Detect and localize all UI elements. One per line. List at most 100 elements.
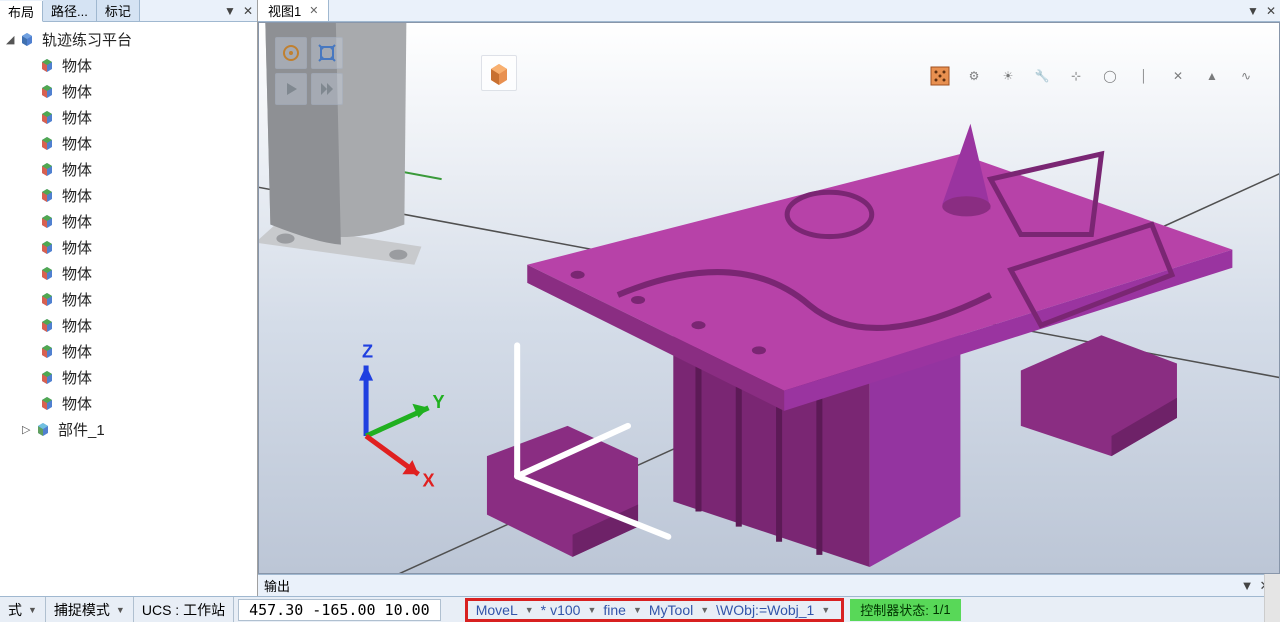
status-ucs[interactable]: UCS : 工作站 (134, 597, 234, 622)
tool-snap-grid-icon[interactable] (927, 63, 953, 89)
body-icon (38, 186, 56, 204)
tool-up-icon[interactable]: ▲ (1199, 63, 1225, 89)
tree-item-label: 物体 (62, 133, 92, 154)
tree-item-label: 物体 (62, 315, 92, 336)
tool-expand-icon[interactable] (311, 37, 343, 69)
sidebar: 布局 路径... 标记 ▼ ✕ ◢ 轨迹练习平台 物体物体物体物体物体物体物体物… (0, 0, 258, 596)
tree-item[interactable]: 物体 (0, 234, 257, 260)
body-icon (38, 134, 56, 152)
expander-icon[interactable]: ▷ (22, 423, 34, 436)
tool-circle-icon[interactable]: ◯ (1097, 63, 1123, 89)
move-cmd[interactable]: MoveL (476, 602, 518, 618)
tool-wrench-icon[interactable]: 🔧 (1029, 63, 1055, 89)
status-coords: 457.30 -165.00 10.00 (238, 599, 441, 621)
tab-dropdown-icon[interactable]: ▼ (221, 0, 239, 21)
tree-item[interactable]: 物体 (0, 78, 257, 104)
tree-item-label: 物体 (62, 367, 92, 388)
tree-item[interactable]: 物体 (0, 208, 257, 234)
tool-target-icon[interactable] (275, 37, 307, 69)
scene-svg: Z Y X (259, 23, 1279, 573)
tool-forward-icon[interactable] (311, 73, 343, 105)
tree-item-label: 物体 (62, 159, 92, 180)
right-panel: 视图1 ✕ ▼ ✕ (258, 0, 1280, 596)
body-icon (38, 160, 56, 178)
view-tabbar: 视图1 ✕ ▼ ✕ (258, 0, 1280, 22)
output-bar: 输出 ▼ ✕ (258, 574, 1280, 596)
tree-item-label: 物体 (62, 107, 92, 128)
tool-cross-icon[interactable]: ✕ (1165, 63, 1191, 89)
tool-gear-icon[interactable]: ⚙ (961, 63, 987, 89)
viewport-3d[interactable]: ⚙ ☀ 🔧 ⊹ ◯ │ ✕ ▲ ∿ (258, 22, 1280, 574)
view-close-icon[interactable]: ✕ (1262, 0, 1280, 21)
tab-layout[interactable]: 布局 (0, 1, 43, 22)
tool-node-icon[interactable]: ⊹ (1063, 63, 1089, 89)
fixture (487, 124, 1232, 567)
viewport-toolbar-center (481, 55, 517, 91)
body-icon (38, 56, 56, 74)
svg-text:Y: Y (433, 392, 445, 412)
tree-component-label: 部件_1 (58, 419, 105, 440)
tree-item-label: 物体 (62, 81, 92, 102)
tree-item[interactable]: 物体 (0, 260, 257, 286)
tool-line-icon[interactable]: │ (1131, 63, 1157, 89)
move-wobj[interactable]: \WObj:=Wobj_1 (716, 602, 814, 618)
tab-markers[interactable]: 标记 (97, 0, 140, 21)
tree-item[interactable]: 物体 (0, 390, 257, 416)
move-speed[interactable]: v100 (550, 602, 580, 618)
controller-status: 控制器状态: 1/1 (850, 599, 960, 621)
status-mode[interactable]: 式▼ (0, 597, 46, 622)
status-capture-mode[interactable]: 捕捉模式▼ (46, 597, 134, 622)
tool-curve-icon[interactable]: ∿ (1233, 63, 1259, 89)
world-axes: Z Y X (359, 341, 445, 490)
tree-item[interactable]: 物体 (0, 182, 257, 208)
assembly-icon (18, 30, 36, 48)
tree-item-label: 物体 (62, 393, 92, 414)
body-icon (38, 238, 56, 256)
tab-close-icon[interactable]: ✕ (239, 0, 257, 21)
tree-item-label: 物体 (62, 289, 92, 310)
body-icon (38, 82, 56, 100)
tree-item-label: 物体 (62, 237, 92, 258)
move-zone[interactable]: fine (603, 602, 626, 618)
tree-item-label: 物体 (62, 211, 92, 232)
body-icon (38, 264, 56, 282)
tree-item[interactable]: 物体 (0, 286, 257, 312)
tool-view-cube-icon[interactable] (481, 55, 517, 91)
tree: ◢ 轨迹练习平台 物体物体物体物体物体物体物体物体物体物体物体物体物体物体 ▷ … (0, 22, 257, 596)
statusbar: 式▼ 捕捉模式▼ UCS : 工作站 457.30 -165.00 10.00 … (0, 596, 1280, 622)
tree-item[interactable]: 物体 (0, 156, 257, 182)
body-icon (38, 212, 56, 230)
viewport-toolbar-left (275, 37, 353, 105)
tree-item[interactable]: 物体 (0, 130, 257, 156)
tree-root-label: 轨迹练习平台 (42, 29, 132, 50)
output-dropdown-icon[interactable]: ▼ (1238, 578, 1256, 593)
tree-item[interactable]: 物体 (0, 52, 257, 78)
view-tab-1[interactable]: 视图1 ✕ (258, 0, 329, 21)
view-tab-close-icon[interactable]: ✕ (309, 4, 318, 17)
body-icon (38, 394, 56, 412)
output-label[interactable]: 输出 (264, 576, 290, 595)
tree-item-label: 物体 (62, 263, 92, 284)
body-icon (38, 316, 56, 334)
tree-item[interactable]: 物体 (0, 104, 257, 130)
expander-icon[interactable]: ◢ (6, 33, 18, 46)
tree-item-label: 物体 (62, 341, 92, 362)
tree-item-label: 物体 (62, 55, 92, 76)
tree-root[interactable]: ◢ 轨迹练习平台 (0, 26, 257, 52)
tab-paths[interactable]: 路径... (43, 0, 97, 21)
view-dropdown-icon[interactable]: ▼ (1244, 0, 1262, 21)
tool-play-icon[interactable] (275, 73, 307, 105)
tool-sun-icon[interactable]: ☀ (995, 63, 1021, 89)
tree-item[interactable]: 物体 (0, 338, 257, 364)
body-icon (38, 108, 56, 126)
tree-item[interactable]: 物体 (0, 312, 257, 338)
svg-text:Z: Z (362, 341, 373, 361)
move-star: * (541, 602, 546, 618)
main-area: 布局 路径... 标记 ▼ ✕ ◢ 轨迹练习平台 物体物体物体物体物体物体物体物… (0, 0, 1280, 596)
move-tool[interactable]: MyTool (649, 602, 693, 618)
tree-item[interactable]: 物体 (0, 364, 257, 390)
sidebar-tabs: 布局 路径... 标记 ▼ ✕ (0, 0, 257, 22)
tree-component[interactable]: ▷ 部件_1 (0, 416, 257, 442)
app-root: 布局 路径... 标记 ▼ ✕ ◢ 轨迹练习平台 物体物体物体物体物体物体物体物… (0, 0, 1280, 622)
component-icon (34, 420, 52, 438)
